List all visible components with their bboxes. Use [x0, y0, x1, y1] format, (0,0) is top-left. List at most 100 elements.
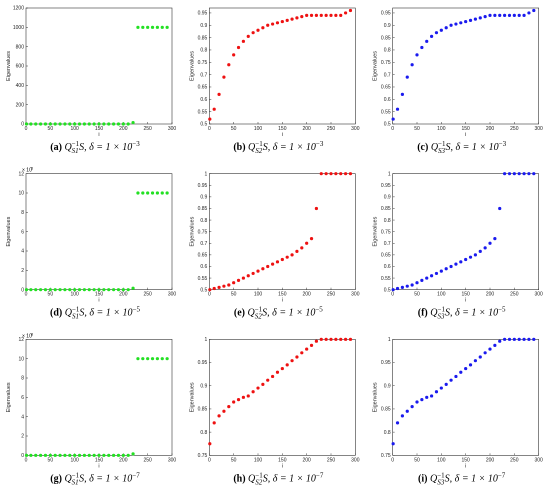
x-tick-label: 150: [278, 126, 287, 132]
point: [503, 13, 507, 18]
y-tick-label: 0.5: [200, 122, 207, 128]
y-axis-label: Eigenvalues: [6, 51, 12, 81]
x-tick-label: 250: [143, 457, 152, 463]
y-tick-label: 0.85: [381, 407, 391, 413]
point: [275, 370, 280, 374]
point: [150, 25, 155, 29]
text-piece: −5: [133, 306, 141, 314]
point: [305, 241, 309, 245]
x-axis-label: i: [282, 132, 283, 138]
point: [73, 288, 77, 292]
point: [348, 8, 353, 13]
point: [324, 172, 328, 176]
text-piece: × 10: [22, 333, 32, 339]
point: [24, 288, 29, 292]
x-tick-label: 50: [414, 457, 420, 463]
y-tick-label: 1: [388, 171, 391, 177]
y-tick-label: 4: [21, 249, 24, 255]
point: [82, 122, 86, 126]
x-tick-label: 150: [461, 457, 470, 463]
x-tick-label: 100: [70, 292, 79, 298]
point: [53, 122, 57, 126]
point: [468, 363, 473, 367]
text-piece: S3: [437, 478, 445, 486]
point: [68, 288, 72, 292]
y-tick-label: 0.6: [384, 264, 391, 270]
y-tick-label: 0: [21, 122, 24, 128]
y-tick-label: 0: [21, 453, 24, 459]
point: [102, 122, 106, 126]
text-piece: −3: [132, 140, 140, 148]
text-piece: −7: [498, 471, 506, 479]
point: [58, 288, 62, 292]
plot-frame: [392, 7, 539, 125]
point: [400, 414, 404, 418]
point: [217, 285, 221, 289]
point: [473, 17, 477, 21]
x-tick-label: 50: [48, 292, 54, 298]
point: [112, 453, 116, 457]
rich-text: (i) Q −1S3 S, δ = 1 × 10 −7: [418, 471, 506, 486]
y-tick-label: 0.7: [200, 72, 207, 78]
rich-text: (h) Q −1S2 S, δ = 1 × 10 −7: [233, 471, 324, 486]
y-tick-label: 0.55: [198, 276, 208, 282]
x-tick-label: 250: [510, 457, 519, 463]
point: [478, 249, 482, 253]
point: [236, 45, 241, 50]
point: [473, 253, 477, 257]
y-tick-label: 0.95: [198, 360, 208, 366]
text-piece: Q: [62, 473, 73, 484]
point: [116, 453, 121, 457]
point: [434, 390, 439, 394]
x-tick-label: 0: [25, 457, 28, 463]
point: [314, 13, 318, 18]
x-tick-label: 300: [534, 126, 543, 132]
point: [319, 172, 323, 176]
point: [107, 453, 111, 457]
point: [420, 278, 424, 282]
point: [468, 255, 473, 259]
x-tick-label: 100: [254, 457, 263, 463]
point: [319, 337, 323, 341]
text-piece: Q: [428, 142, 439, 153]
x-tick-label: 250: [327, 292, 336, 298]
point: [295, 16, 299, 20]
point: [493, 343, 497, 347]
point: [517, 172, 521, 176]
plot-frame: [209, 173, 356, 290]
x-tick-label: 100: [437, 457, 446, 463]
point: [493, 237, 497, 241]
text-piece: (g): [50, 473, 62, 484]
x-tick-label: 50: [231, 457, 237, 463]
point: [77, 288, 82, 292]
point: [141, 191, 145, 195]
point: [275, 260, 280, 264]
point: [517, 13, 521, 18]
point: [48, 453, 52, 457]
point: [222, 75, 226, 79]
point: [391, 117, 395, 121]
point: [309, 237, 314, 241]
point: [300, 351, 304, 355]
point: [131, 286, 135, 290]
point: [222, 284, 226, 288]
y-tick-label: 800: [16, 44, 25, 50]
point: [107, 288, 111, 292]
y-tick-label: 600: [16, 64, 25, 70]
point: [415, 400, 419, 404]
point: [77, 122, 82, 126]
y-tick-label: 0.8: [384, 48, 391, 54]
point: [266, 23, 270, 27]
point: [39, 288, 43, 292]
point: [344, 337, 348, 341]
point: [160, 191, 164, 195]
point: [150, 357, 155, 361]
point: [251, 390, 255, 394]
point: [444, 382, 448, 386]
y-tick-label: 0.55: [381, 276, 391, 282]
x-tick-label: 150: [95, 457, 104, 463]
x-tick-label: 200: [486, 457, 495, 463]
point: [39, 453, 43, 457]
point: [236, 278, 241, 282]
point: [121, 122, 125, 126]
